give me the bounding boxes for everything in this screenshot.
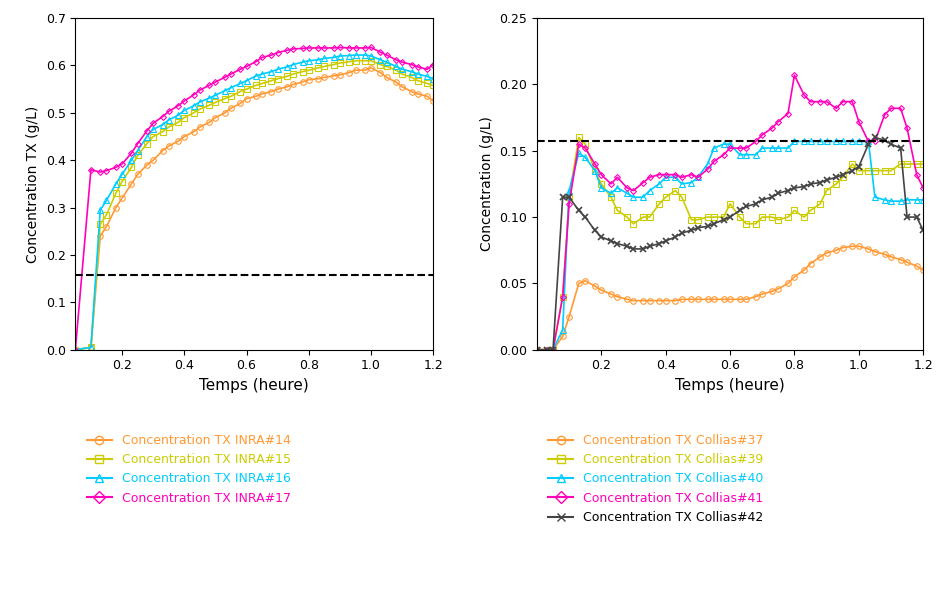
X-axis label: Temps (heure): Temps (heure) (200, 378, 309, 393)
Y-axis label: Concentration (g/L): Concentration (g/L) (479, 116, 494, 251)
Legend: Concentration TX INRA#14, Concentration TX INRA#15, Concentration TX INRA#16, Co: Concentration TX INRA#14, Concentration … (82, 429, 296, 510)
Legend: Concentration TX Collias#37, Concentration TX Collias#39, Concentration TX Colli: Concentration TX Collias#37, Concentrati… (544, 429, 769, 529)
Y-axis label: Concentration TX (g/L): Concentration TX (g/L) (26, 106, 41, 262)
X-axis label: Temps (heure): Temps (heure) (675, 378, 785, 393)
